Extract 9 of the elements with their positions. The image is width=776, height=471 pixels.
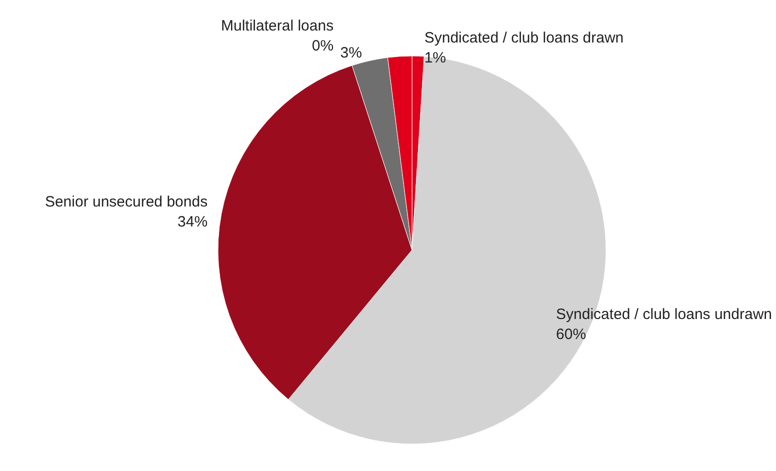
slice-label: Syndicated / club loans undrawn [556,306,772,323]
data-label: 3% [340,44,362,62]
category-label: Multilateral loans [221,17,334,34]
slice-label: Senior unsecured bonds [44,194,208,211]
data-label: 1% [424,50,446,67]
text: 0% [312,37,334,54]
slice-label: Syndicated / club loans drawn [424,30,624,47]
data-label: 34% [178,214,208,231]
data-label: 60% [556,326,586,343]
